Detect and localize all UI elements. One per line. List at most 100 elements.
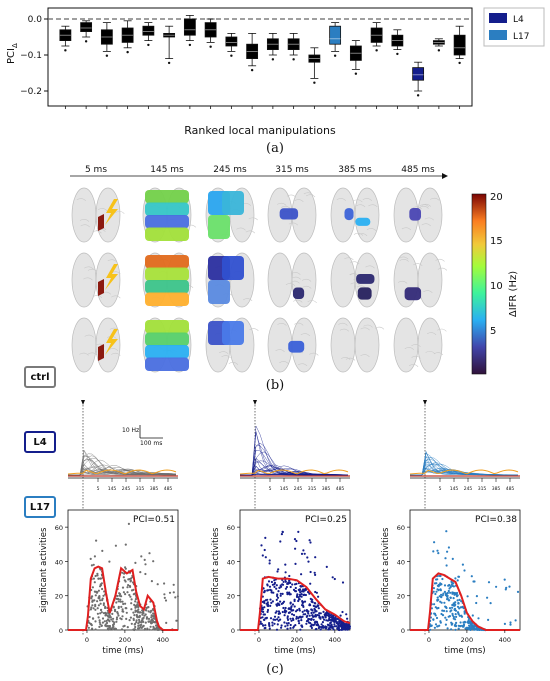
scatter-point	[132, 617, 135, 620]
colorbar-tick-5: 5	[490, 326, 496, 337]
scatter-point	[91, 586, 94, 589]
scatter-point	[314, 613, 317, 616]
colorbar-tick-15: 15	[490, 236, 503, 247]
scatter-point	[299, 588, 302, 591]
activation-patch	[292, 287, 305, 300]
scatter-point	[144, 572, 147, 576]
stimulation-site	[98, 344, 104, 361]
scatter-point	[279, 600, 282, 603]
scatter-point	[289, 585, 292, 589]
box-series	[59, 14, 466, 109]
scatter-point	[144, 621, 147, 624]
scatter-point	[467, 621, 470, 625]
box-15	[349, 40, 362, 109]
caption-a: (a)	[266, 141, 284, 156]
scatter-point	[271, 624, 274, 627]
scatter-point	[93, 581, 96, 584]
brain-r3-c2	[142, 317, 192, 373]
scatter-point	[143, 627, 147, 630]
scatter-point	[163, 582, 166, 585]
box-outlier	[167, 61, 171, 65]
box-outlier	[64, 49, 67, 52]
scatter-point	[124, 543, 127, 546]
scatter-point	[456, 579, 459, 582]
scatter-point	[295, 617, 298, 620]
scatter-point	[144, 563, 147, 566]
scatter-point	[281, 530, 284, 534]
brain-r2-c3	[205, 252, 255, 308]
box-19	[432, 38, 445, 109]
scatter-point	[310, 608, 313, 611]
scatter-point	[297, 619, 300, 622]
scatter-point	[128, 619, 131, 622]
scatter-point	[142, 616, 145, 619]
scatter-point	[307, 621, 310, 624]
scatter-point	[446, 598, 449, 601]
scatter-point	[454, 628, 457, 631]
scatter-point	[456, 611, 460, 614]
scatter-point	[433, 582, 437, 585]
box-outlier	[209, 45, 212, 48]
trace-tick-label: 5	[269, 486, 272, 492]
activation-patch	[145, 320, 189, 334]
scatter-point	[121, 600, 124, 603]
scatter-point	[280, 533, 283, 536]
scatter-point	[448, 587, 451, 590]
activation-patch	[222, 191, 244, 215]
brain-r1-c4	[267, 187, 317, 243]
scatter-point	[328, 628, 331, 631]
scatter-point	[321, 621, 324, 624]
y-axis: 0.0 −0.1 −0.2 PCIΔ	[6, 15, 48, 97]
scatter-point	[140, 623, 143, 626]
scatter-point	[97, 589, 100, 592]
time-label-485: 485 ms	[401, 165, 435, 175]
scatter-point	[290, 606, 293, 609]
scatter-point	[275, 628, 279, 631]
scatter-point	[443, 601, 446, 604]
scatter-point	[509, 623, 512, 626]
scatter-point	[286, 615, 289, 618]
scatter-point	[454, 618, 457, 621]
scatter-point	[280, 626, 283, 629]
scatter-point	[148, 628, 151, 631]
scatter-point	[456, 605, 460, 608]
trace-tick-label: 145	[450, 486, 459, 492]
scatter-point	[277, 590, 280, 593]
scatter-point	[299, 591, 302, 594]
scatter-panel-3: PCI=0.38 0 20 40 60 0 200 400 time (ms) significa…	[381, 509, 521, 656]
scatter-point	[138, 620, 141, 623]
scatter-point	[287, 622, 290, 625]
scatter-point	[437, 583, 440, 586]
scatter-point	[302, 605, 305, 608]
scatter-point	[321, 626, 324, 629]
scatter-point	[317, 604, 320, 607]
scatter-point	[315, 591, 318, 594]
scatter-point	[339, 625, 342, 628]
scatter-point	[99, 623, 102, 626]
scatter-point	[446, 627, 449, 630]
scatter-point	[96, 572, 99, 575]
scatter-point	[433, 612, 436, 615]
scatter-point	[100, 624, 103, 627]
scatter-point	[310, 611, 313, 615]
scatter-point	[93, 599, 96, 602]
scatter-point	[163, 596, 166, 599]
scatter-point	[300, 552, 304, 555]
scatter-point	[152, 617, 155, 620]
scatter-point	[262, 610, 265, 613]
scatter-point	[303, 600, 307, 603]
scatter-point	[121, 586, 125, 589]
scatter-point	[309, 604, 312, 607]
time-label-385: 385 ms	[338, 165, 372, 175]
box-outlier	[458, 61, 461, 65]
scatter-point	[432, 618, 435, 621]
box-11	[266, 33, 279, 109]
ytick-label: 20	[55, 593, 63, 601]
scatter-point	[133, 628, 137, 631]
scatter-point	[436, 588, 439, 591]
scatter-point	[291, 603, 295, 606]
scatter-point	[433, 603, 436, 606]
activity-figure: 10 Hz 100 ms 5 145 245 315 385 485 5 145 245 315 3…	[39, 400, 521, 656]
scatter-point	[263, 548, 266, 552]
scatter-point	[261, 608, 264, 611]
